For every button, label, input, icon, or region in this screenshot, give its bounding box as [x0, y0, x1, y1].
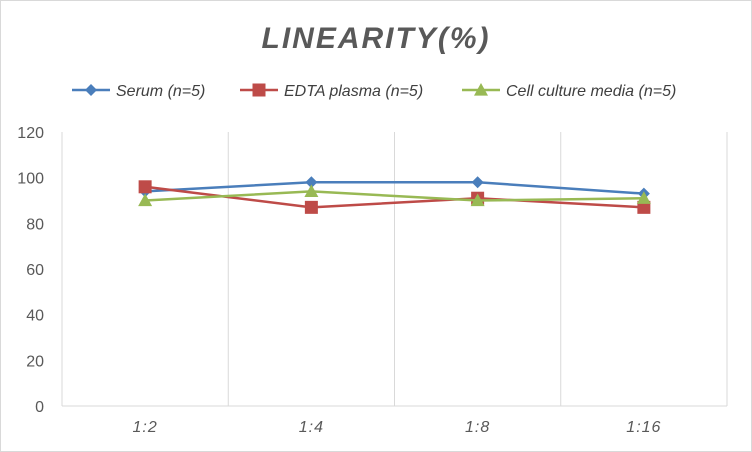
data-point	[304, 200, 318, 214]
y-tick-label: 120	[17, 125, 44, 142]
legend-item-2: EDTA plasma (n=5)	[240, 83, 423, 100]
data-point	[138, 180, 152, 194]
series-3	[138, 184, 651, 207]
x-axis: 1:2 1:4 1:8 1:16	[133, 419, 661, 436]
y-tick-label: 100	[17, 171, 44, 188]
x-tick-label: 1:2	[133, 419, 158, 436]
y-tick-label: 20	[26, 353, 44, 370]
data-point	[304, 184, 319, 197]
legend-label: Cell culture media (n=5)	[506, 83, 676, 100]
y-tick-label: 60	[26, 262, 44, 279]
x-tick-label: 1:16	[626, 419, 661, 436]
series-line	[145, 180, 644, 195]
data-point	[305, 176, 318, 189]
legend-marker	[85, 84, 97, 96]
legend-item-3: Cell culture media (n=5)	[462, 83, 676, 100]
x-tick-label: 1:8	[465, 419, 490, 436]
plot-grid	[61, 132, 728, 407]
y-axis: 0 20 40 60 80 100 120	[17, 125, 44, 416]
y-tick-label: 80	[26, 216, 44, 233]
legend-label: EDTA plasma (n=5)	[284, 83, 423, 100]
data-point	[471, 176, 484, 189]
data-point	[636, 191, 651, 204]
legend-item-1: Serum (n=5)	[72, 83, 205, 100]
data-point	[470, 193, 485, 207]
data-point	[637, 200, 651, 214]
legend-marker	[474, 83, 488, 96]
legend-marker	[252, 83, 266, 97]
x-tick-label: 1:4	[299, 419, 324, 436]
legend-label: Serum (n=5)	[116, 83, 205, 100]
series-layer	[138, 176, 651, 214]
data-point	[138, 193, 153, 207]
y-tick-label: 40	[26, 308, 44, 325]
y-tick-label: 0	[35, 399, 44, 416]
legend: Serum (n=5) EDTA plasma (n=5) Cell culture…	[72, 83, 676, 100]
series-line	[145, 190, 644, 202]
chart-title: LINEARITY(%)	[262, 22, 491, 55]
